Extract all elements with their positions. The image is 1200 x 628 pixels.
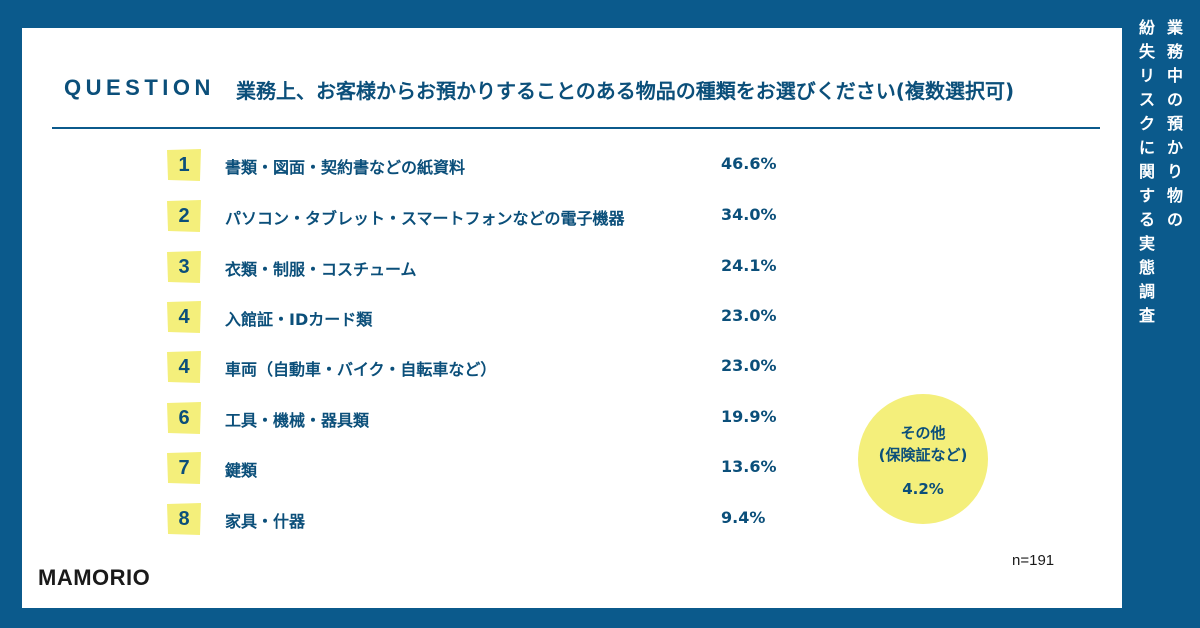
ranking-row: 8 家具・什器 9.4%	[167, 503, 807, 535]
rank-badge: 6	[167, 402, 201, 434]
item-label: 家具・什器	[225, 512, 306, 531]
rank-badge: 1	[167, 149, 201, 181]
item-percentage: 23.0%	[721, 306, 777, 325]
rank-badge: 4	[167, 351, 201, 383]
survey-title-line2: 紛失リスクに関する実態調査	[1138, 18, 1155, 325]
rank-badge: 8	[167, 503, 201, 535]
item-percentage: 46.6%	[721, 154, 777, 173]
ranking-row: 2 パソコン・タブレット・スマートフォンなどの電子機器 34.0%	[167, 200, 807, 232]
other-label: その他	[900, 424, 946, 442]
item-percentage: 13.6%	[721, 457, 777, 476]
item-label: 鍵類	[225, 461, 258, 480]
item-label: 車両（自動車・バイク・自転車など）	[225, 360, 497, 379]
ranking-row: 1 書類・図面・契約書などの紙資料 46.6%	[167, 149, 807, 181]
rank-badge: 7	[167, 452, 201, 484]
other-bubble: その他 (保険証など) 4.2%	[858, 394, 988, 524]
ranking-row: 3 衣類・制服・コスチューム 24.1%	[167, 251, 807, 283]
item-label: 工具・機械・器具類	[225, 411, 370, 430]
survey-title-line1: 業務中の預かり物の	[1166, 18, 1183, 229]
ranking-row: 7 鍵類 13.6%	[167, 452, 807, 484]
item-label: パソコン・タブレット・スマートフォンなどの電子機器	[225, 209, 625, 228]
item-label: 衣類・制服・コスチューム	[225, 260, 417, 279]
ranking-row: 4 入館証・IDカード類 23.0%	[167, 301, 807, 333]
item-label: 入館証・IDカード類	[225, 310, 373, 329]
item-percentage: 19.9%	[721, 407, 777, 426]
item-percentage: 24.1%	[721, 256, 777, 275]
rank-badge: 3	[167, 251, 201, 283]
brand-logo: MAMORIO	[38, 565, 151, 590]
other-sublabel: (保険証など)	[878, 446, 968, 464]
item-label: 書類・図面・契約書などの紙資料	[225, 158, 466, 177]
item-percentage: 34.0%	[721, 205, 777, 224]
sample-size: n=191	[1012, 552, 1055, 569]
rank-badge: 4	[167, 301, 201, 333]
ranking-row: 4 車両（自動車・バイク・自転車など） 23.0%	[167, 351, 807, 383]
other-percentage: 4.2%	[902, 480, 944, 498]
item-percentage: 23.0%	[721, 356, 777, 375]
question-text: 業務上、お客様からお預かりすることのある物品の種類をお選びください(複数選択可)	[236, 79, 1015, 103]
content-card: QUESTION 業務上、お客様からお預かりすることのある物品の種類をお選びくだ…	[22, 28, 1122, 608]
item-percentage: 9.4%	[721, 508, 766, 527]
rank-badge: 2	[167, 200, 201, 232]
question-label: QUESTION	[64, 75, 215, 100]
ranking-row: 6 工具・機械・器具類 19.9%	[167, 402, 807, 434]
header-divider	[52, 127, 1100, 129]
